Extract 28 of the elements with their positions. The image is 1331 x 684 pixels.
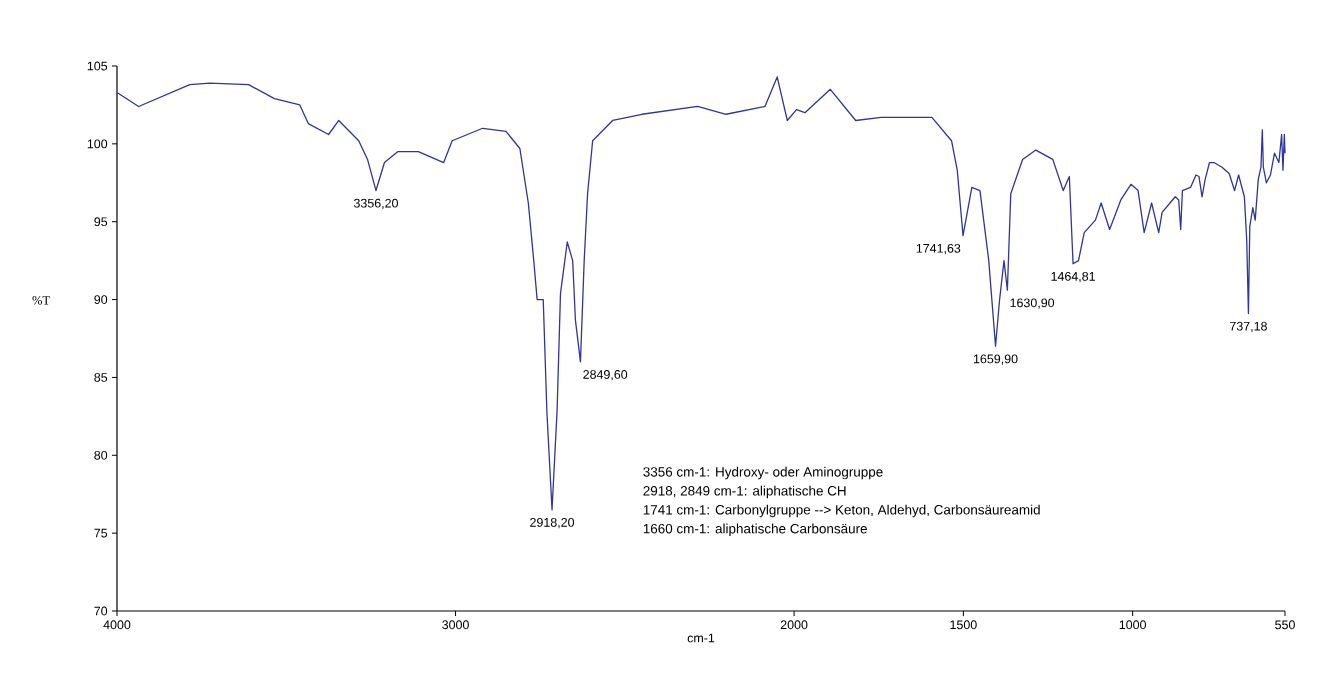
annotation: 1464,81 — [1051, 271, 1095, 283]
annotation: 3356 cm-1: Hydroxy- oder Aminogruppe — [643, 466, 883, 480]
annotation: 1741 cm-1: Carbonylgruppe --> Keton, Aldehyd, Carbonsäureamid — [643, 504, 1040, 518]
y-tick-label: 85 — [94, 373, 108, 382]
y-tick-label: 75 — [94, 528, 108, 538]
y-tick-label: 95 — [94, 217, 108, 227]
annotation: 1659,90 — [973, 354, 1018, 365]
annotation: 2918,20 — [530, 517, 575, 529]
x-tick-label: 4000 — [103, 620, 131, 630]
annotation: 737,18 — [1230, 321, 1267, 333]
x-tick-label: 550 — [1275, 620, 1295, 630]
x-axis-title: cm-1 — [687, 633, 715, 643]
annotation: 1660 cm-1: aliphatische Carbonsäure — [643, 523, 867, 537]
y-tick-label: 70 — [94, 606, 108, 616]
y-tick-label: 90 — [94, 295, 108, 304]
y-tick-label: 100 — [87, 139, 108, 149]
annotation: 2849,60 — [583, 370, 628, 381]
annotation: 3356,20 — [353, 198, 398, 210]
x-tick-label: 2000 — [780, 620, 808, 630]
y-axis-title: %T — [32, 296, 50, 305]
annotation: 2918, 2849 cm-1: aliphatische CH — [643, 485, 846, 499]
annotation: 1741,63 — [916, 243, 961, 255]
x-tick-label: 1000 — [1119, 620, 1146, 630]
x-tick-label: 3000 — [442, 620, 469, 630]
y-tick-label: 105 — [87, 61, 108, 71]
y-tick-label: 80 — [94, 450, 108, 460]
x-tick-label: 1500 — [950, 620, 977, 630]
annotation: 1630,90 — [1010, 298, 1055, 309]
